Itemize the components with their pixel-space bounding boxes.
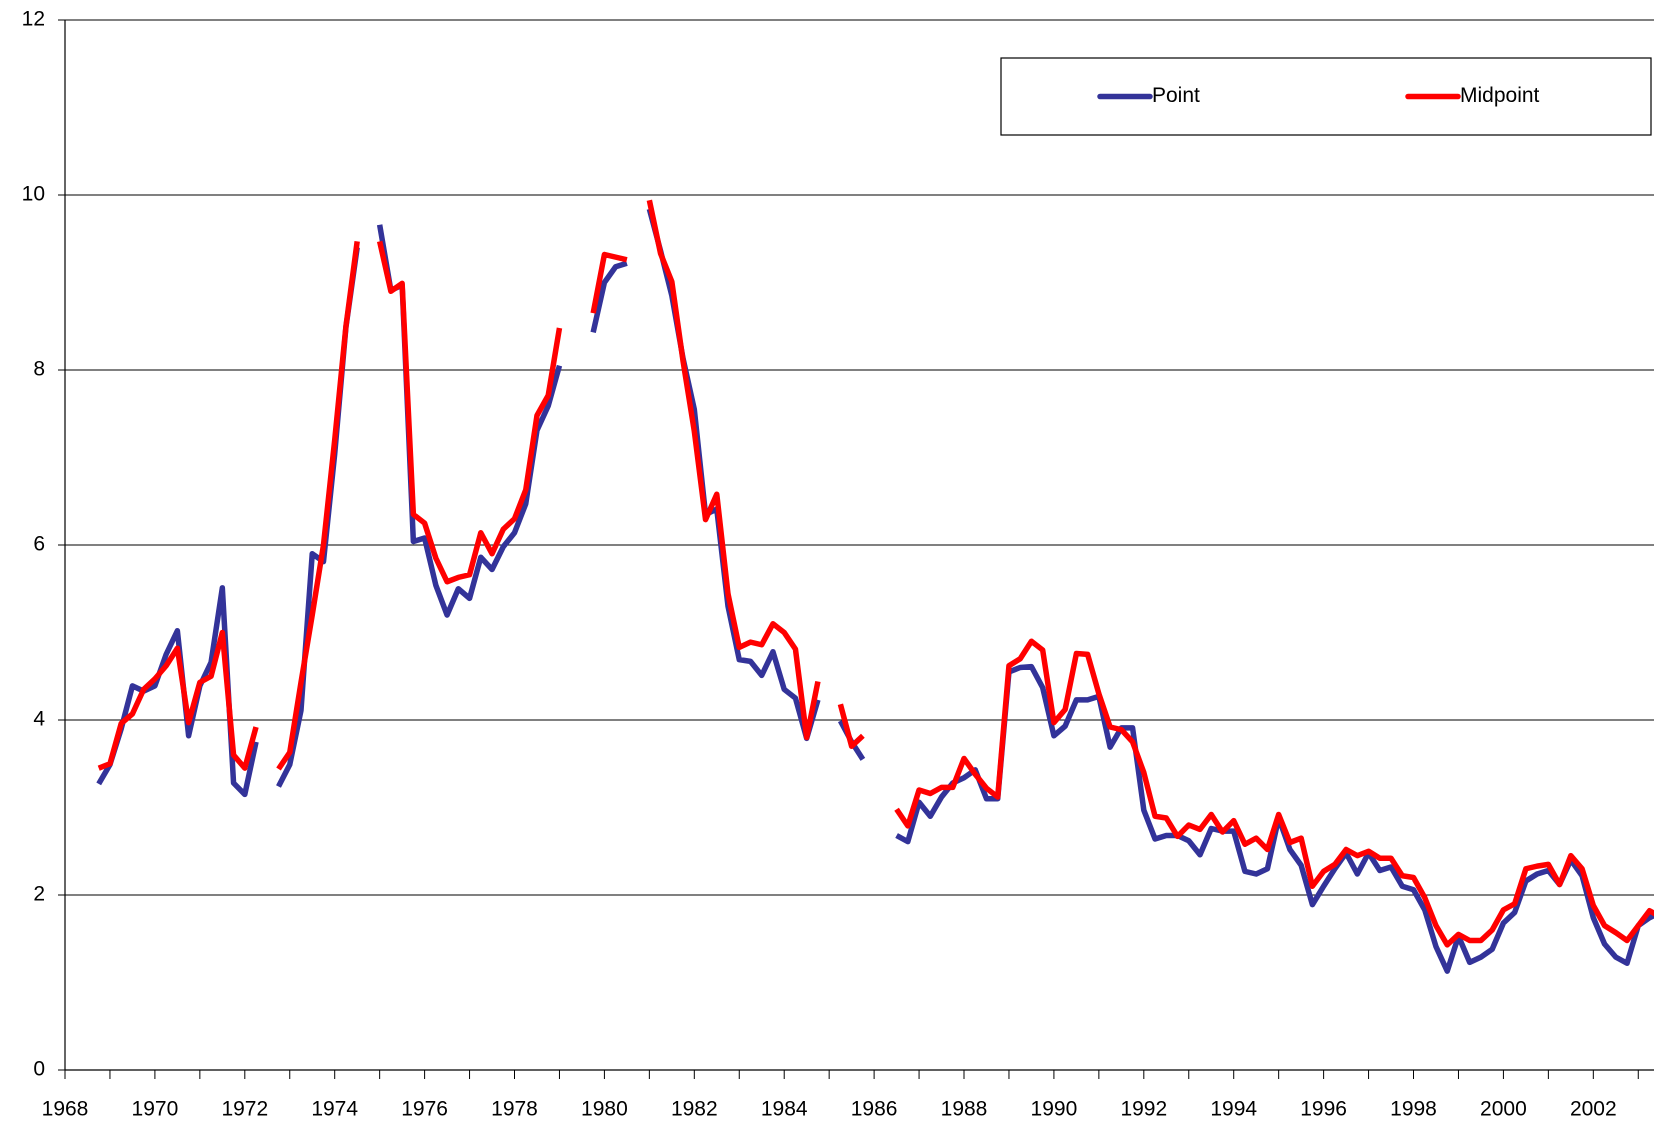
x-tick-label: 1976 [401, 1098, 448, 1121]
y-tick-label: 12 [22, 8, 45, 31]
x-tick-label: 1998 [1390, 1098, 1437, 1121]
y-tick-label: 8 [33, 358, 45, 381]
y-tick-label: 2 [33, 883, 45, 906]
x-tick-label: 1986 [851, 1098, 898, 1121]
y-tick-label: 10 [22, 183, 45, 206]
legend-label: Midpoint [1460, 84, 1540, 107]
x-tick-label: 1970 [132, 1098, 179, 1121]
x-tick-label: 1968 [42, 1098, 89, 1121]
x-tick-label: 1992 [1120, 1098, 1167, 1121]
legend-label: Point [1152, 84, 1200, 107]
series-line [97, 199, 1654, 948]
y-tick-label: 6 [33, 533, 45, 556]
x-tick-label: 1994 [1210, 1098, 1257, 1121]
x-tick-label: 1996 [1300, 1098, 1347, 1121]
series-line [96, 208, 1654, 974]
y-tick-label: 4 [33, 708, 45, 731]
x-tick-label: 1988 [941, 1098, 988, 1121]
x-tick-label: 1990 [1031, 1098, 1078, 1121]
x-tick-label: 1974 [311, 1098, 358, 1121]
x-tick-label: 1984 [761, 1098, 808, 1121]
x-tick-label: 1972 [221, 1098, 268, 1121]
x-tick-label: 2002 [1570, 1098, 1617, 1121]
x-tick-label: 2000 [1480, 1098, 1527, 1121]
legend: Point Midpoint [1000, 57, 1652, 136]
x-tick-label: 1978 [491, 1098, 538, 1121]
y-tick-label: 0 [33, 1058, 45, 1081]
x-tick-label: 1982 [671, 1098, 718, 1121]
x-tick-label: 1980 [581, 1098, 628, 1121]
